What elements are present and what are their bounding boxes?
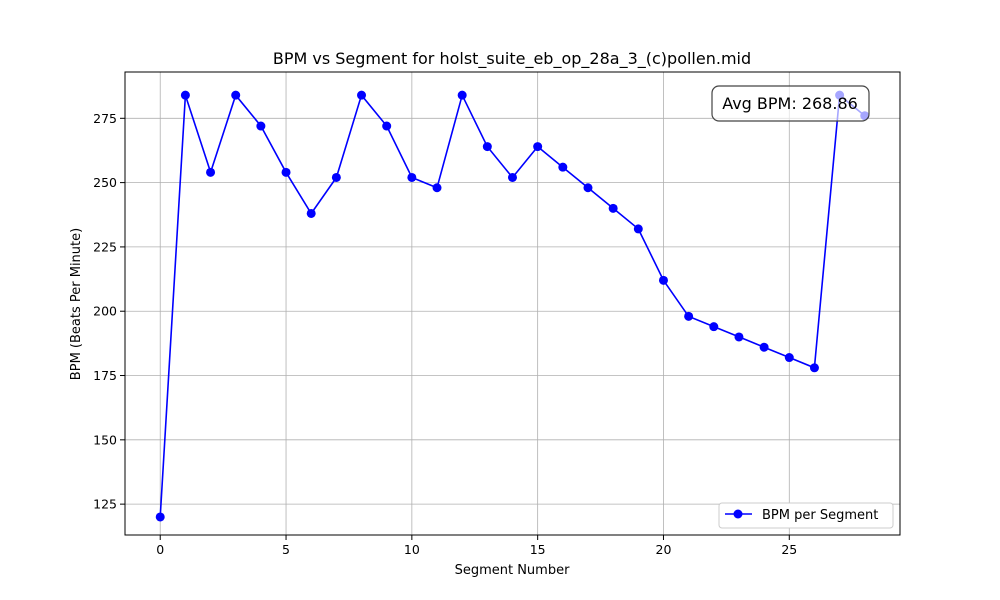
axes <box>124 71 901 536</box>
bpm-data-point <box>407 172 417 182</box>
bpm-data-point <box>508 172 517 182</box>
bpm-data-point <box>231 90 241 100</box>
x-tick-label: 25 <box>781 542 797 557</box>
x-tick-label: 15 <box>530 542 546 557</box>
x-tick-label: 20 <box>656 542 672 557</box>
annotation-box <box>711 85 870 122</box>
legend: BPM per Segment <box>718 502 894 529</box>
bpm-data-point <box>281 167 291 177</box>
x-tick-label: 0 <box>156 542 164 557</box>
bpm-data-point <box>658 275 668 285</box>
bpm-data-point <box>155 512 165 522</box>
axis-ticks: 0 5 10 15 20 25 125 150 175 200 225 250 275 <box>93 111 797 557</box>
bpm-data-point <box>533 142 543 152</box>
chart-title: BPM vs Segment for holst_suite_eb_op_28a… <box>273 49 751 69</box>
bpm-data-point <box>482 142 492 152</box>
x-tick-label: 10 <box>404 542 420 557</box>
average-annotation: Avg BPM: 268.86 <box>711 85 870 122</box>
x-tick-label: 5 <box>282 542 290 557</box>
series-layer <box>155 90 870 522</box>
legend-box <box>718 502 894 529</box>
bpm-data-point <box>180 90 190 100</box>
bpm-data-point <box>684 311 694 321</box>
y-tick-label: 200 <box>93 304 117 319</box>
bpm-data-point <box>583 183 593 193</box>
bpm-data-point <box>256 121 266 131</box>
bpm-data-point <box>809 363 819 373</box>
y-tick-label: 275 <box>93 111 117 126</box>
bpm-data-point <box>759 342 769 352</box>
bpm-data-point <box>382 121 392 131</box>
bpm-data-point <box>558 162 568 172</box>
bpm-data-point <box>734 332 744 342</box>
bpm-data-point <box>709 322 719 332</box>
x-axis-label: Segment Number <box>455 563 571 578</box>
plot-frame <box>124 71 901 536</box>
bpm-data-point <box>432 183 442 193</box>
y-tick-label: 225 <box>93 239 117 254</box>
bpm-data-point <box>306 208 316 218</box>
y-tick-label: 175 <box>93 368 117 383</box>
bpm-data-point <box>457 90 467 100</box>
y-tick-label: 150 <box>93 432 117 447</box>
bpm-data-point <box>357 90 367 100</box>
legend-entry-label: BPM per Segment <box>762 508 878 523</box>
bpm-data-point <box>608 203 618 213</box>
bpm-data-point <box>784 353 794 363</box>
bpm-data-point <box>331 172 341 182</box>
bpm-data-point <box>206 167 216 177</box>
annotation-text: Avg BPM: 268.86 <box>722 94 858 113</box>
legend-marker-swatch <box>733 509 743 519</box>
y-axis-label: BPM (Beats Per Minute) <box>69 228 84 380</box>
bpm-data-point <box>633 224 643 234</box>
y-tick-label: 250 <box>93 175 117 190</box>
y-tick-label: 125 <box>93 497 117 512</box>
